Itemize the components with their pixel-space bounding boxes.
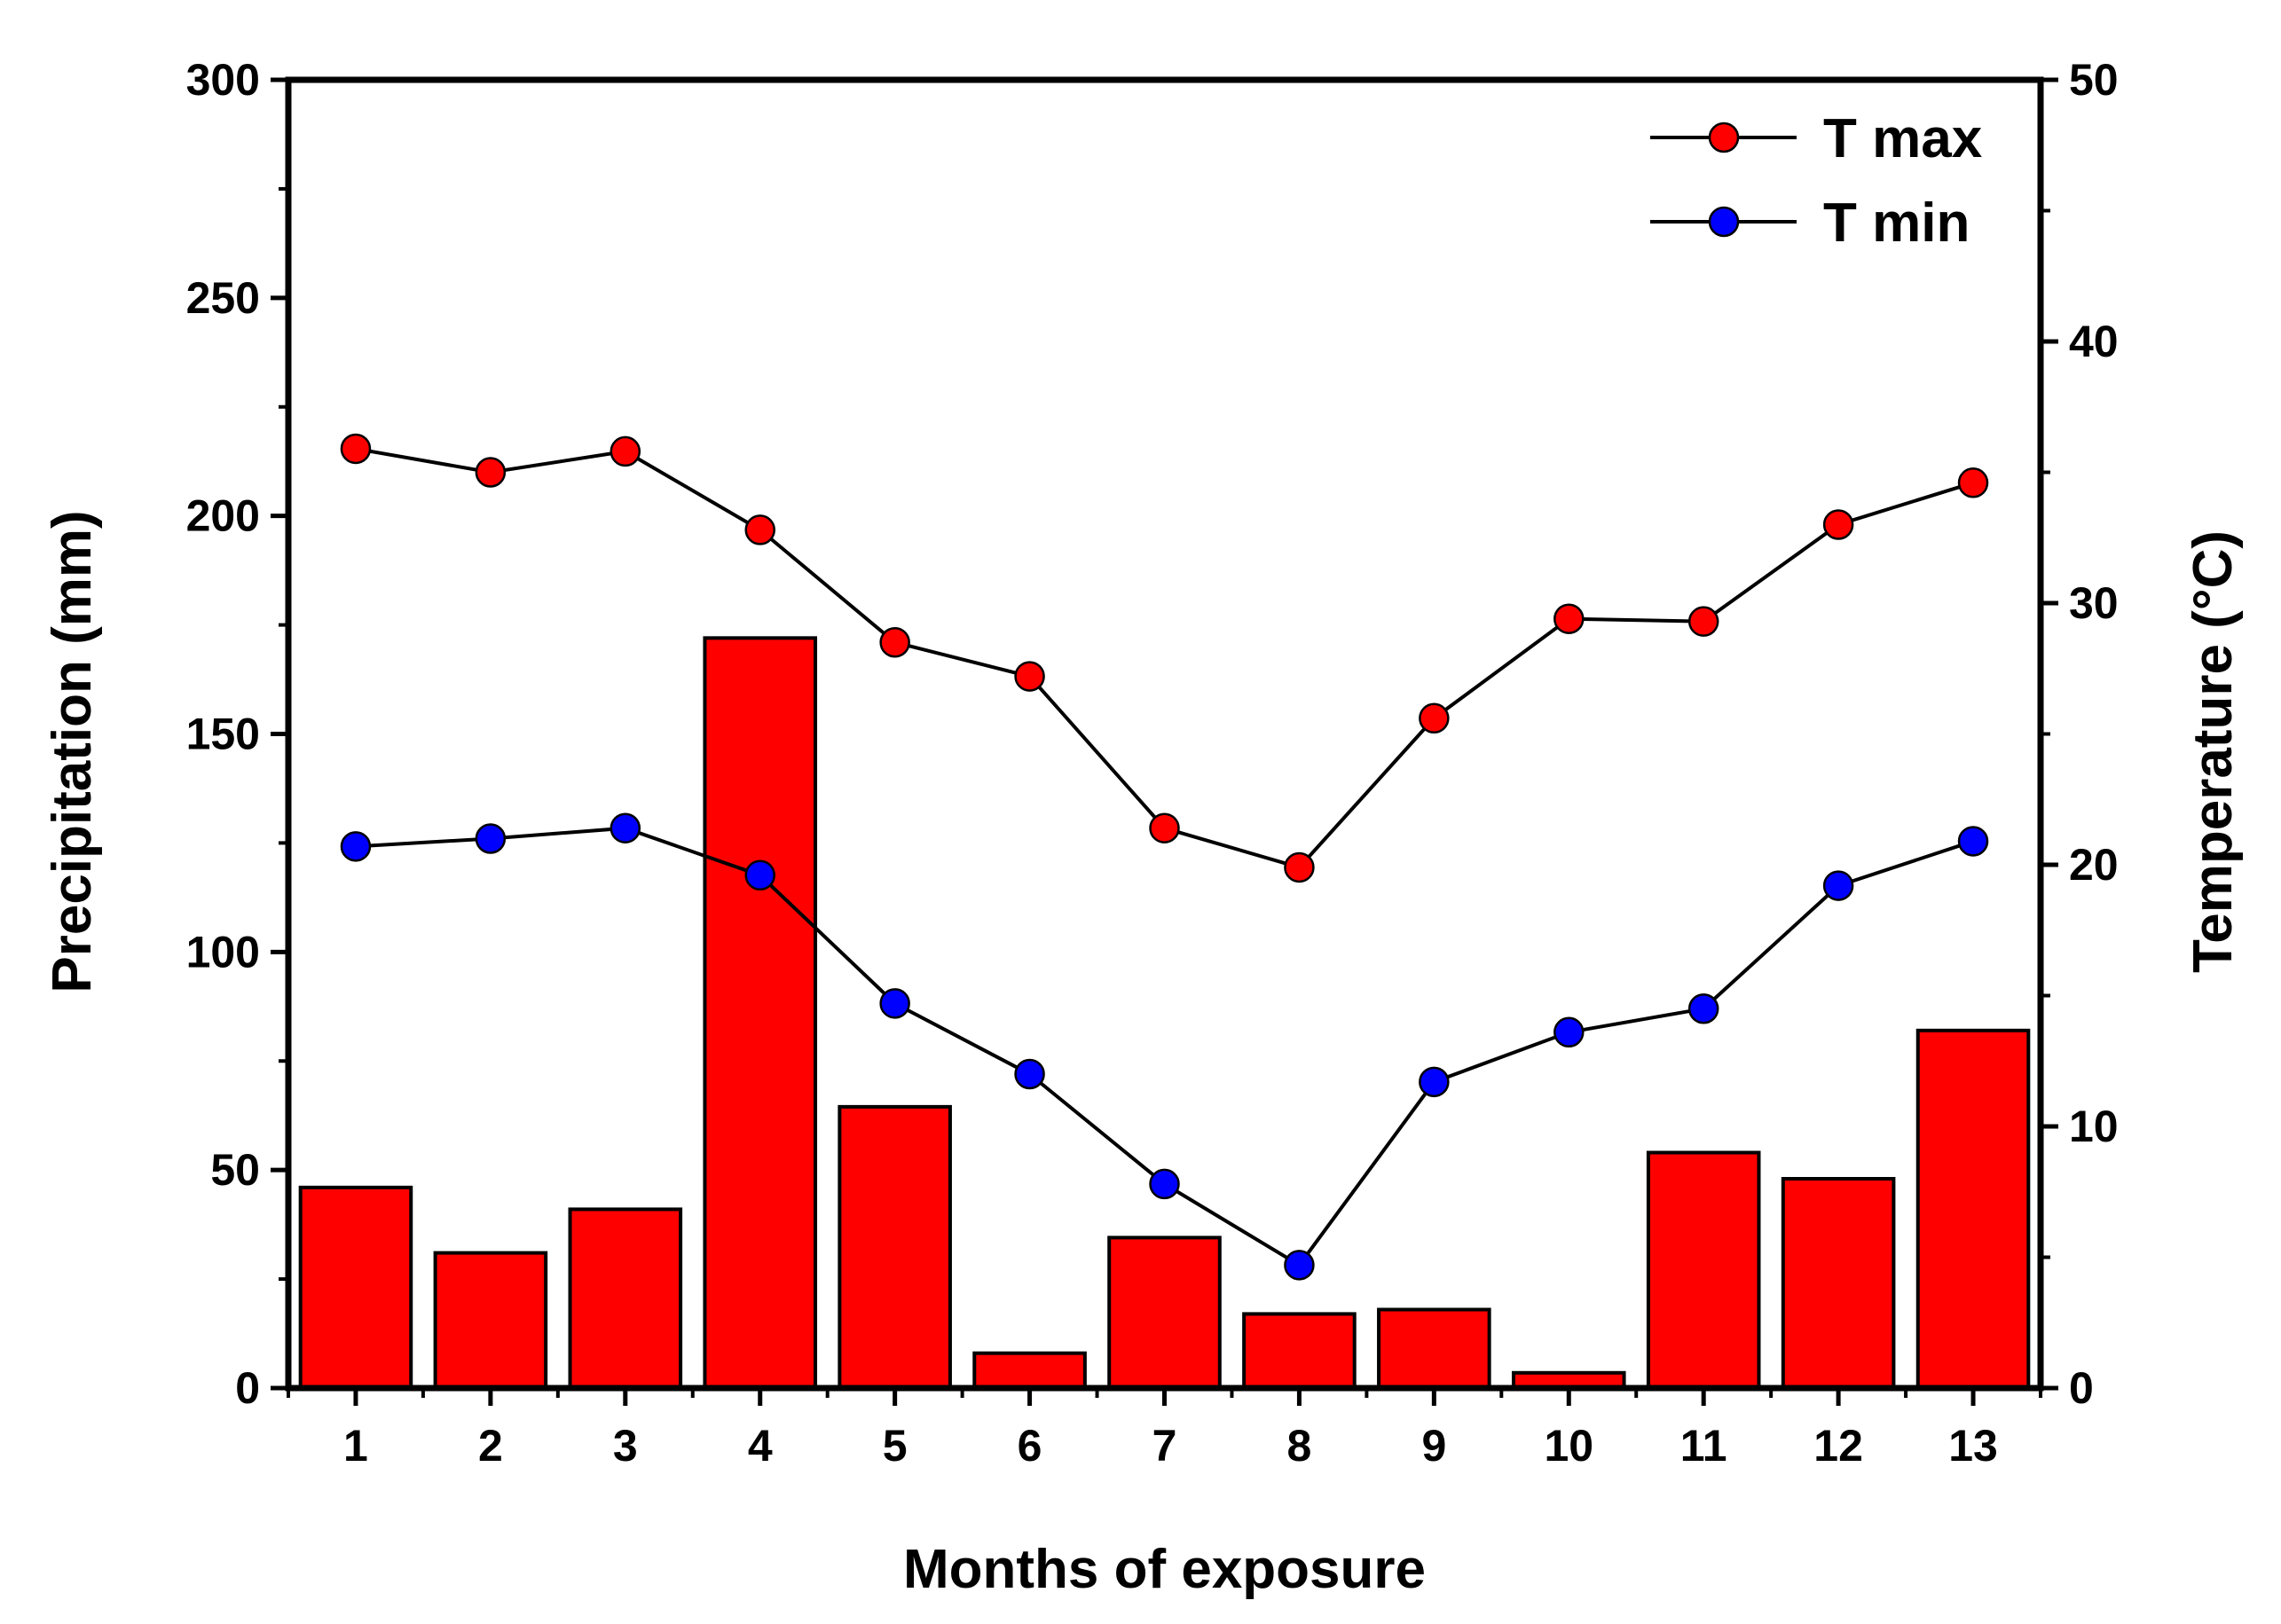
precipitation-bar-11	[1646, 1150, 1761, 1390]
point-tmin-3	[610, 812, 641, 843]
y-right-tick-label-10: 10	[2069, 1102, 2119, 1151]
lines-layer	[340, 433, 1989, 1281]
precipitation-bar-7	[1107, 1236, 1222, 1390]
point-tmin-9	[1419, 1066, 1450, 1098]
precipitation-bar-4	[703, 636, 818, 1390]
x-tick-label-10: 10	[1544, 1421, 1593, 1471]
x-tick-label-6: 6	[1018, 1421, 1042, 1471]
point-tmax-3	[610, 435, 641, 467]
point-tmax-12	[1822, 509, 1854, 540]
point-tmax-9	[1419, 702, 1450, 734]
point-tmax-4	[744, 514, 775, 545]
y-left-tick-label-250: 250	[186, 273, 260, 323]
x-tick-label-2: 2	[478, 1421, 503, 1471]
y-right-tick-label-0: 0	[2069, 1363, 2094, 1413]
y-left-tick-label-300: 300	[186, 55, 260, 105]
legend-label-tmin: T min	[1823, 192, 1970, 254]
point-tmax-10	[1553, 603, 1585, 634]
legend-swatch-tmax-marker	[1708, 122, 1740, 153]
x-tick-label-9: 9	[1421, 1421, 1446, 1471]
point-tmax-13	[1957, 467, 1989, 498]
y-right-tick-label-20: 20	[2069, 840, 2119, 890]
x-tick-label-7: 7	[1152, 1421, 1177, 1471]
y-left-tick-label-200: 200	[186, 491, 260, 541]
point-tmax-8	[1284, 851, 1315, 883]
bars-layer	[298, 636, 2031, 1391]
point-tmin-5	[879, 988, 910, 1019]
precipitation-bar-13	[1915, 1028, 2031, 1391]
y-right-tick-label-40: 40	[2069, 317, 2119, 366]
x-tick-label-3: 3	[613, 1421, 638, 1471]
legend-label-tmax: T max	[1823, 108, 1983, 169]
y-right-tick-label-30: 30	[2069, 578, 2119, 628]
x-axis-title: Months of exposure	[903, 1539, 1426, 1600]
precipitation-bar-3	[568, 1207, 683, 1390]
y-axis-left-title: Precipitation (mm)	[42, 510, 103, 992]
point-tmin-1	[340, 831, 372, 862]
y-left-tick-label-150: 150	[186, 710, 260, 759]
y-right-tick-label-50: 50	[2069, 55, 2119, 105]
y-axis-right-title: Temperature (°C)	[2183, 530, 2244, 973]
point-tmin-10	[1553, 1016, 1585, 1048]
point-tmin-2	[475, 823, 507, 854]
legend: T max T min	[1650, 108, 1983, 254]
y-left-tick-label-0: 0	[235, 1363, 260, 1413]
point-tmax-2	[475, 457, 507, 488]
precipitation-bar-9	[1377, 1307, 1491, 1390]
point-tmin-12	[1822, 870, 1854, 901]
point-tmax-5	[879, 627, 910, 658]
precipitation-bar-8	[1242, 1312, 1357, 1390]
point-tmin-13	[1957, 826, 1989, 857]
point-tmax-1	[340, 433, 372, 465]
precipitation-bar-1	[298, 1185, 413, 1391]
x-tick-label-12: 12	[1813, 1421, 1863, 1471]
x-tick-label-5: 5	[883, 1421, 908, 1471]
point-tmax-7	[1149, 812, 1180, 843]
series-line-tmax	[355, 446, 1974, 870]
precipitation-bar-12	[1781, 1177, 1896, 1390]
precipitation-bar-5	[838, 1104, 952, 1390]
y-left-tick-label-100: 100	[186, 927, 260, 977]
point-tmin-4	[744, 859, 775, 891]
x-tick-label-1: 1	[343, 1421, 368, 1471]
precipitation-bar-6	[972, 1351, 1087, 1390]
point-tmin-11	[1687, 993, 1719, 1024]
point-tmax-11	[1687, 606, 1719, 637]
x-tick-label-13: 13	[1948, 1421, 1998, 1471]
point-tmax-6	[1014, 661, 1045, 692]
x-tick-label-11: 11	[1680, 1421, 1727, 1471]
point-tmin-7	[1149, 1168, 1180, 1200]
point-tmin-8	[1284, 1250, 1315, 1281]
point-tmin-6	[1014, 1058, 1045, 1090]
y-left-tick-label-50: 50	[210, 1145, 260, 1195]
precipitation-bar-2	[433, 1251, 548, 1391]
x-tick-label-8: 8	[1287, 1421, 1312, 1471]
legend-swatch-tmin-marker	[1708, 206, 1740, 238]
x-tick-label-4: 4	[748, 1421, 773, 1471]
